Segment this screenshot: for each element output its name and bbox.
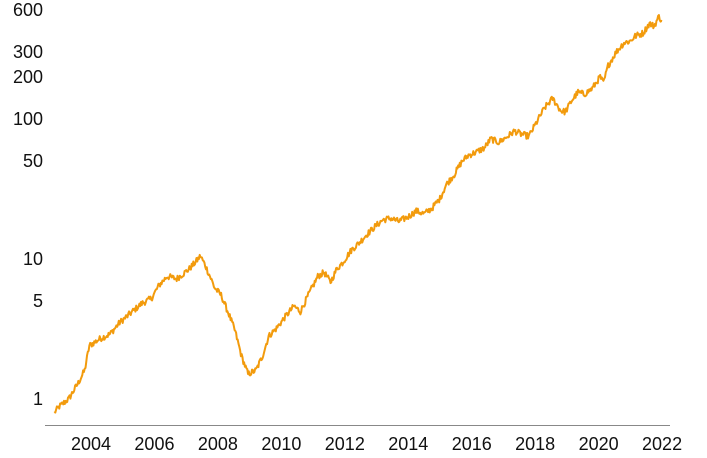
series-layer bbox=[53, 14, 663, 414]
x-tick-label: 2006 bbox=[134, 434, 174, 454]
y-tick-label: 600 bbox=[13, 0, 43, 20]
price-series-line bbox=[53, 14, 663, 414]
y-tick-label: 300 bbox=[13, 42, 43, 62]
y-tick-label: 100 bbox=[13, 109, 43, 129]
x-axis-tick-labels: 2004 2006 2008 2010 2012 2014 2016 2018 2020 2022 bbox=[71, 434, 682, 454]
y-tick-label: 5 bbox=[33, 291, 43, 311]
x-tick-label: 2020 bbox=[579, 434, 619, 454]
x-tick-label: 2012 bbox=[325, 434, 365, 454]
x-tick-label: 2010 bbox=[261, 434, 301, 454]
y-axis-tick-labels: 1 5 10 50 100 200 300 600 bbox=[13, 0, 43, 409]
x-tick-label: 2004 bbox=[71, 434, 111, 454]
y-tick-label: 1 bbox=[33, 389, 43, 409]
x-tick-label: 2016 bbox=[452, 434, 492, 454]
x-tick-label: 2018 bbox=[515, 434, 555, 454]
x-tick-label: 2008 bbox=[198, 434, 238, 454]
y-tick-label: 50 bbox=[23, 151, 43, 171]
y-tick-label: 10 bbox=[23, 249, 43, 269]
x-tick-label: 2014 bbox=[388, 434, 428, 454]
y-tick-label: 200 bbox=[13, 67, 43, 87]
x-tick-label: 2022 bbox=[642, 434, 682, 454]
